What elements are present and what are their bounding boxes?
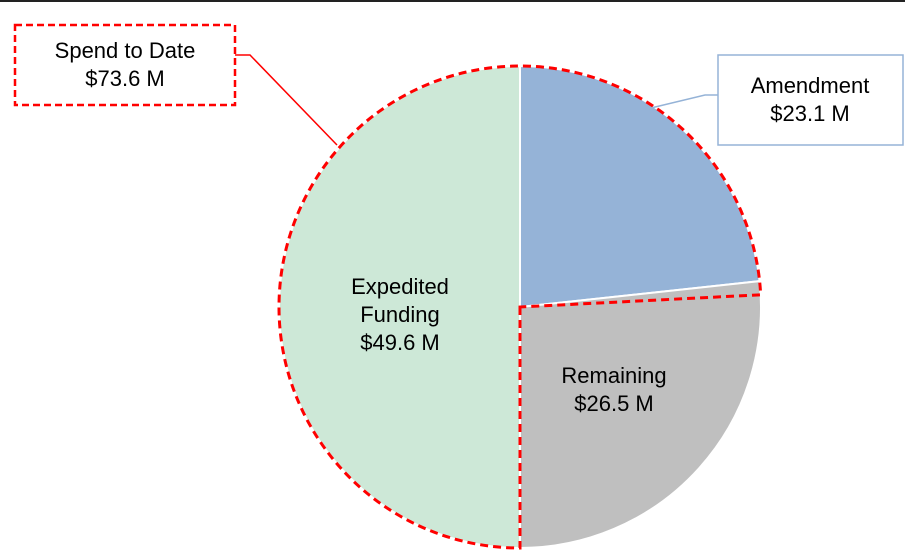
slice-label: Remaining $26.5 M xyxy=(534,362,694,418)
annotation-label: Spend to Date $73.6 M xyxy=(15,37,235,93)
annotation-leader xyxy=(235,54,338,146)
value-label: $49.6 M xyxy=(360,330,440,355)
value-label: $23.1 M xyxy=(770,101,850,126)
pie-slice xyxy=(519,279,762,550)
annotation-box xyxy=(13,23,237,107)
category-label: Expedited Funding xyxy=(351,274,449,327)
value-label: $26.5 M xyxy=(574,391,654,416)
category-label: Amendment xyxy=(750,73,870,98)
category-label: Spend to Date xyxy=(54,38,196,63)
category-label: Remaining xyxy=(561,363,667,388)
leader-line xyxy=(651,94,718,109)
value-label: $73.6 M xyxy=(85,66,165,91)
slice-label: Amendment $23.1 M xyxy=(720,72,900,128)
annotation-wedge xyxy=(277,64,763,550)
slice-label: Expedited Funding $49.6 M xyxy=(320,273,480,357)
callout-box xyxy=(717,54,904,146)
